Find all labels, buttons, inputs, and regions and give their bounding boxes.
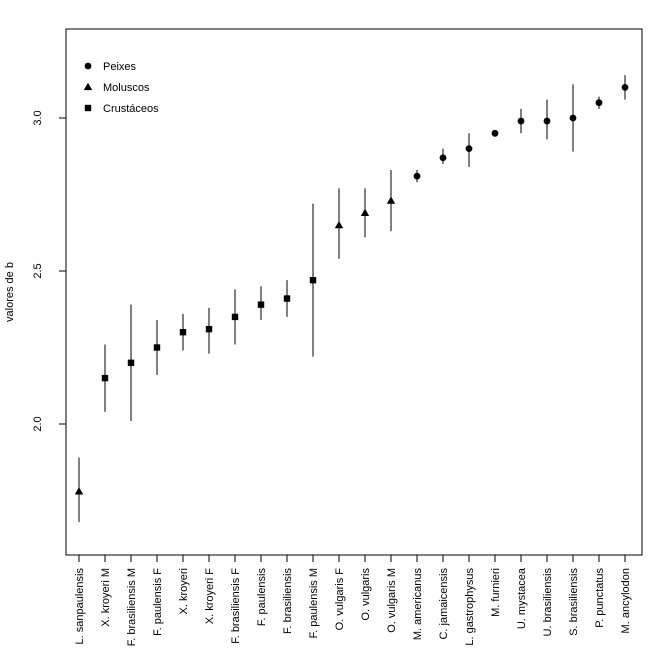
x-tick-label: F. brasiliensis xyxy=(282,568,294,635)
data-point xyxy=(543,117,551,125)
data-point xyxy=(334,220,344,229)
data-point xyxy=(439,154,447,162)
x-tick-label: F. paulensis M xyxy=(308,568,320,638)
x-tick-label: F. brasiliensis F xyxy=(230,568,242,644)
legend-label: Moluscos xyxy=(103,82,150,94)
x-tick-label: M. americanus xyxy=(412,568,424,641)
data-point xyxy=(465,145,473,153)
legend-label: Crustáceos xyxy=(103,103,159,115)
x-tick-label: F. brasiliensis M xyxy=(126,568,138,646)
x-tick-label: F. paulensis F xyxy=(152,568,164,636)
data-point xyxy=(386,196,396,204)
data-point xyxy=(179,329,187,336)
x-tick-label: U. mystacea xyxy=(516,567,528,629)
x-tick-label: L. gastrophysus xyxy=(464,568,476,646)
data-point xyxy=(257,301,265,308)
data-point xyxy=(360,208,370,217)
y-tick-label: 3.0 xyxy=(32,110,44,125)
data-point xyxy=(127,359,135,366)
data-point xyxy=(595,99,603,107)
data-point xyxy=(491,129,499,137)
legend-marker xyxy=(84,104,92,112)
x-tick-label: S. brasiliensis xyxy=(568,568,580,636)
data-point xyxy=(413,172,421,180)
legend-label: Peixes xyxy=(103,61,137,73)
x-tick-label: O. vulgaris F xyxy=(334,568,346,631)
y-tick-label: 2.5 xyxy=(32,263,44,278)
y-axis-title: valores de b xyxy=(4,262,16,322)
data-point xyxy=(283,295,291,302)
data-point xyxy=(231,313,239,321)
data-point xyxy=(205,325,213,333)
data-point xyxy=(74,487,84,495)
x-tick-label: O. vulgaris M xyxy=(386,568,398,633)
data-point xyxy=(569,114,577,122)
data-point xyxy=(153,344,161,351)
x-tick-label: X. kroyeri F xyxy=(204,568,216,625)
data-point xyxy=(101,374,109,382)
data-markers xyxy=(74,84,629,495)
error-bars xyxy=(78,75,626,522)
x-tick-label: M. furnieri xyxy=(490,568,502,617)
x-tick-label: U. brasiliensis xyxy=(542,568,554,637)
x-tick-label: X. kroyeri M xyxy=(100,568,112,627)
x-tick-label: L. sanpaulensis xyxy=(74,568,86,645)
x-tick-label: M. ancylodon xyxy=(620,568,632,633)
legend: Peixes Moluscos Crustáceos xyxy=(83,61,159,115)
legend-marker xyxy=(83,82,93,91)
x-tick-label: P. punctatus xyxy=(594,568,606,628)
x-tick-label: C. jamaicensis xyxy=(438,568,450,640)
data-point xyxy=(517,117,525,125)
y-axis: 2.0 2.5 3.0 xyxy=(32,110,66,432)
x-axis: L. sanpaulensis X. kroyeri M F. brasiliens… xyxy=(74,555,632,646)
legend-marker xyxy=(84,62,92,70)
data-point xyxy=(309,276,317,284)
y-tick-label: 2.0 xyxy=(32,416,44,431)
x-tick-label: X. kroyeri xyxy=(178,568,190,614)
data-point xyxy=(621,84,629,91)
plot-frame xyxy=(65,28,643,556)
x-tick-label: O. vulgaris xyxy=(360,568,372,621)
x-tick-label: F. paulensis xyxy=(256,568,268,627)
